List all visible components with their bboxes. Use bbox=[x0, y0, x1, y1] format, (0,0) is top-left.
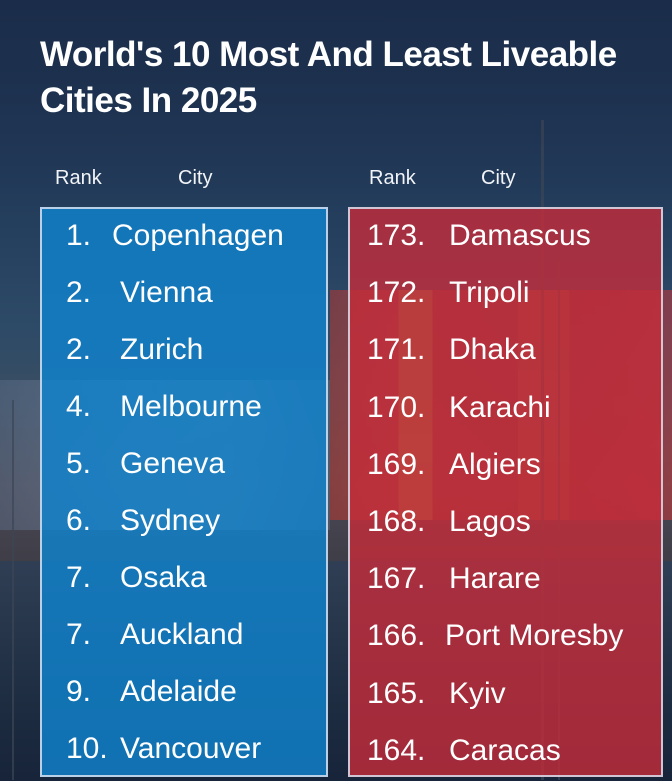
rank-number: 7. bbox=[66, 561, 92, 594]
background-mast bbox=[12, 400, 14, 780]
list-item: 9. Adelaide bbox=[66, 672, 366, 712]
rank-number: 168. bbox=[367, 505, 426, 538]
rank-number: 164. bbox=[367, 733, 426, 767]
page-title: World's 10 Most And Least Liveable Citie… bbox=[40, 35, 617, 120]
left-rank-header: Rank bbox=[55, 167, 102, 189]
rank-number: 1. bbox=[66, 219, 92, 252]
city-name: Vienna bbox=[120, 276, 213, 309]
rank-number: 6. bbox=[66, 504, 92, 537]
city-name: Vancouver bbox=[120, 732, 262, 765]
list-item: 7. Auckland bbox=[66, 615, 366, 655]
city-name: Port Moresby bbox=[445, 619, 624, 653]
list-item: 6. Sydney bbox=[66, 501, 366, 541]
list-item: 7. Osaka bbox=[66, 558, 366, 598]
right-city-header: City bbox=[481, 167, 516, 189]
rank-number: 7. bbox=[66, 618, 92, 651]
rank-number: 173. bbox=[367, 219, 426, 252]
list-item: 5. Geneva bbox=[66, 444, 366, 484]
city-name: Geneva bbox=[120, 447, 226, 480]
city-name: Algiers bbox=[449, 447, 541, 481]
rank-number: 166. bbox=[367, 619, 426, 653]
list-item: 171. Dhaka bbox=[367, 330, 667, 370]
rank-number: 10. bbox=[66, 732, 108, 765]
list-item: 172. Tripoli bbox=[367, 273, 667, 313]
rank-number: 172. bbox=[367, 276, 426, 310]
right-rank-header: Rank bbox=[369, 167, 416, 189]
list-item: 166. Port Moresby bbox=[367, 616, 667, 656]
city-name: Kyiv bbox=[449, 676, 506, 710]
least-liveable-panel bbox=[348, 207, 663, 777]
rank-number: 9. bbox=[66, 675, 92, 708]
rank-number: 171. bbox=[367, 333, 426, 367]
city-name: Auckland bbox=[120, 618, 244, 651]
city-name: Harare bbox=[449, 562, 541, 596]
list-item: 2. Vienna bbox=[66, 273, 366, 313]
rank-number: 2. bbox=[66, 276, 92, 309]
list-item: 2. Zurich bbox=[66, 330, 366, 370]
rank-number: 169. bbox=[367, 447, 426, 481]
list-item: 1. Copenhagen bbox=[66, 216, 366, 256]
most-liveable-panel bbox=[40, 207, 328, 777]
city-name: Adelaide bbox=[120, 675, 237, 708]
rank-number: 5. bbox=[66, 447, 92, 480]
left-city-header: City bbox=[178, 167, 213, 189]
city-name: Zurich bbox=[120, 333, 204, 366]
city-name: Melbourne bbox=[120, 390, 262, 423]
list-item: 164. Caracas bbox=[367, 731, 667, 771]
city-name: Damascus bbox=[449, 219, 591, 252]
list-item: 10. Vancouver bbox=[66, 729, 366, 769]
list-item: 168. Lagos bbox=[367, 502, 667, 542]
list-item: 165. Kyiv bbox=[367, 674, 667, 714]
city-name: Dhaka bbox=[449, 333, 536, 367]
rank-number: 4. bbox=[66, 390, 92, 423]
rank-number: 165. bbox=[367, 676, 426, 710]
city-name: Sydney bbox=[120, 504, 221, 537]
city-name: Karachi bbox=[449, 390, 551, 424]
city-name: Tripoli bbox=[449, 276, 530, 310]
rank-number: 170. bbox=[367, 390, 426, 424]
list-item: 4. Melbourne bbox=[66, 387, 366, 427]
list-item: 169. Algiers bbox=[367, 445, 667, 485]
list-item: 170. Karachi bbox=[367, 388, 667, 428]
rank-number: 167. bbox=[367, 562, 426, 596]
city-name: Osaka bbox=[120, 561, 207, 594]
rank-number: 2. bbox=[66, 333, 92, 366]
city-name: Caracas bbox=[449, 733, 561, 767]
list-item: 167. Harare bbox=[367, 559, 667, 599]
city-name: Lagos bbox=[449, 505, 531, 538]
city-name: Copenhagen bbox=[112, 219, 284, 252]
list-item: 173. Damascus bbox=[367, 216, 667, 256]
